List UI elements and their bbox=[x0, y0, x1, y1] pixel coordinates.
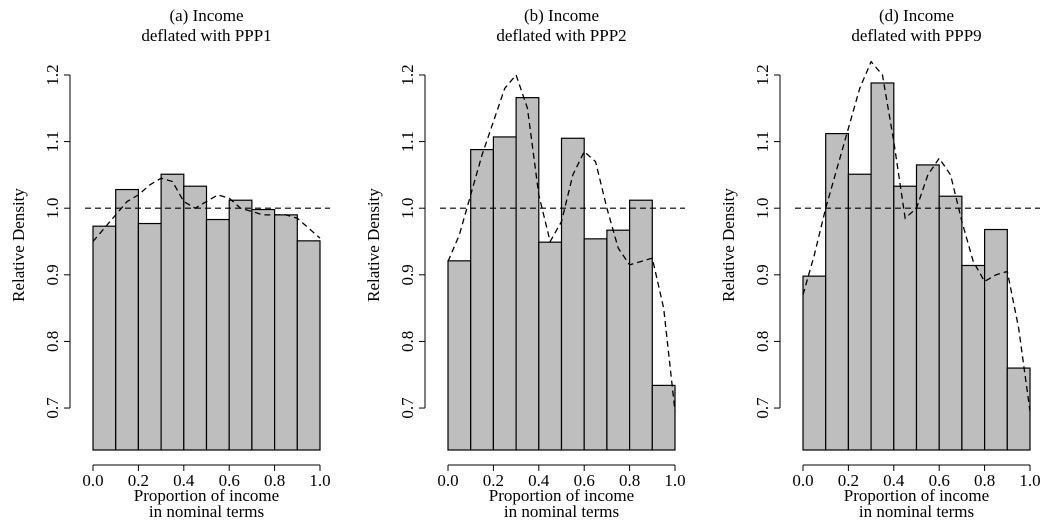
x-tick-label: 0.8 bbox=[619, 471, 640, 490]
y-tick-label: 0.9 bbox=[398, 264, 417, 285]
bar bbox=[274, 214, 298, 451]
bar bbox=[1006, 367, 1031, 451]
x-axis-label: in nominal terms bbox=[504, 502, 619, 521]
chart-title: deflated with PPP9 bbox=[851, 26, 981, 45]
x-tick-label: 0.2 bbox=[838, 471, 859, 490]
chart-title: deflated with PPP1 bbox=[141, 26, 271, 45]
bar bbox=[137, 222, 162, 451]
y-tick-label: 1.0 bbox=[753, 198, 772, 219]
bar bbox=[205, 218, 230, 451]
bar bbox=[115, 188, 139, 451]
x-tick-label: 1.0 bbox=[664, 471, 685, 490]
x-tick-label: 0.0 bbox=[82, 471, 103, 490]
bar bbox=[651, 384, 676, 451]
y-tick-label: 1.1 bbox=[43, 131, 62, 152]
x-axis-label: in nominal terms bbox=[859, 502, 974, 521]
x-tick-label: 0.0 bbox=[437, 471, 458, 490]
bar bbox=[183, 185, 208, 451]
x-axis-label: Proportion of income bbox=[844, 486, 989, 505]
y-tick-label: 1.2 bbox=[753, 64, 772, 85]
bar bbox=[606, 229, 631, 451]
bar bbox=[802, 275, 827, 451]
y-tick-label: 0.8 bbox=[398, 331, 417, 352]
bar bbox=[961, 264, 986, 451]
y-tick-label: 1.0 bbox=[398, 198, 417, 219]
x-axis-label: Proportion of income bbox=[489, 486, 634, 505]
x-tick-label: 0.4 bbox=[528, 471, 550, 490]
bar bbox=[92, 225, 117, 451]
y-tick-label: 0.7 bbox=[43, 397, 62, 419]
bar bbox=[825, 133, 850, 451]
x-axis-label: in nominal terms bbox=[149, 502, 264, 521]
y-tick-label: 0.9 bbox=[753, 264, 772, 285]
chart-title: deflated with PPP2 bbox=[496, 26, 626, 45]
bar bbox=[893, 185, 918, 451]
x-tick-label: 0.0 bbox=[792, 471, 813, 490]
bar bbox=[470, 148, 495, 451]
bar bbox=[296, 240, 321, 451]
density-curve bbox=[447, 73, 676, 412]
x-tick-label: 0.4 bbox=[173, 471, 195, 490]
bar bbox=[847, 173, 872, 451]
bar bbox=[515, 97, 540, 451]
x-tick-label: 0.8 bbox=[974, 471, 995, 490]
bar bbox=[447, 260, 472, 451]
bar bbox=[538, 241, 563, 451]
x-tick-label: 0.2 bbox=[128, 471, 149, 490]
bar bbox=[983, 228, 1008, 451]
y-tick-label: 0.8 bbox=[753, 331, 772, 352]
x-tick-label: 0.6 bbox=[219, 471, 240, 490]
bar bbox=[228, 199, 253, 451]
bar bbox=[492, 136, 517, 451]
bar bbox=[628, 199, 653, 451]
y-axis-label: Relative Density bbox=[719, 188, 738, 302]
y-axis-label: Relative Density bbox=[9, 188, 28, 302]
bar bbox=[938, 195, 963, 451]
x-tick-label: 1.0 bbox=[309, 471, 330, 490]
bar bbox=[560, 137, 585, 451]
y-tick-label: 1.0 bbox=[43, 198, 62, 219]
x-tick-label: 0.4 bbox=[883, 471, 905, 490]
x-tick-label: 0.2 bbox=[483, 471, 504, 490]
density-curve bbox=[802, 60, 1031, 412]
bar bbox=[251, 208, 276, 451]
y-tick-label: 1.2 bbox=[43, 64, 62, 85]
chart-title: (a) Income bbox=[169, 6, 243, 25]
x-tick-label: 1.0 bbox=[1019, 471, 1040, 490]
y-axis-label: Relative Density bbox=[364, 188, 383, 302]
x-tick-label: 0.6 bbox=[929, 471, 950, 490]
y-tick-label: 0.7 bbox=[753, 397, 772, 419]
y-tick-label: 0.7 bbox=[398, 397, 417, 419]
bar bbox=[583, 238, 608, 451]
y-tick-label: 1.1 bbox=[398, 131, 417, 152]
chart-title: (d) Income bbox=[879, 6, 954, 25]
x-axis-label: Proportion of income bbox=[134, 486, 279, 505]
density-curve bbox=[92, 177, 321, 242]
y-tick-label: 1.1 bbox=[753, 131, 772, 152]
y-tick-label: 0.8 bbox=[43, 331, 62, 352]
y-tick-label: 1.2 bbox=[398, 64, 417, 85]
chart-title: (b) Income bbox=[524, 6, 599, 25]
x-tick-label: 0.6 bbox=[574, 471, 595, 490]
x-tick-label: 0.8 bbox=[264, 471, 285, 490]
bar bbox=[160, 173, 185, 451]
bar bbox=[870, 82, 895, 451]
y-tick-label: 0.9 bbox=[43, 264, 62, 285]
